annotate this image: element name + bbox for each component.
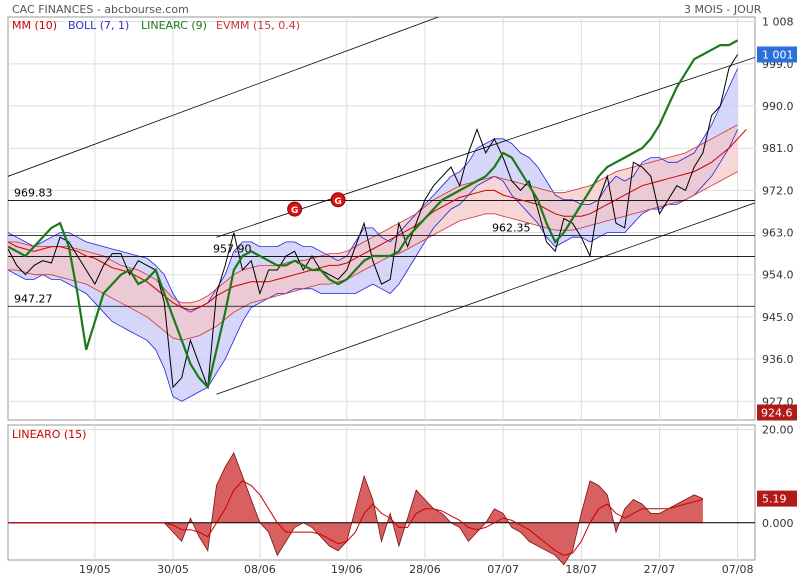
linearc-line [7,39,739,390]
x-tick-label: 07/07 [487,563,519,576]
signal-marker-label: G [291,206,298,216]
y-tick-label: 936.0 [762,353,794,366]
oscillator-title: LINEARO (15) [12,428,87,441]
bollinger-lower-line [7,129,738,402]
source-title: CAC FINANCES - abcbourse.com [12,3,189,16]
y-tick-label: 981.0 [762,142,794,155]
level-label: 962.35 [492,222,531,235]
legend-mm: MM (10) [12,19,58,32]
oscillator-last-label: 5.19 [762,493,787,506]
trend-line [8,17,440,177]
last-price-badge [757,46,797,63]
level-label: 957.90 [213,242,252,255]
x-tick-label: 27/07 [644,563,676,576]
osc-y-tick-label: 20.00 [762,424,794,437]
low-price-badge [757,404,797,421]
osc-y-tick-label: 0.000 [762,517,794,530]
last-price-label: 1 001 [762,48,794,61]
low-price-label: 924.6 [761,407,793,420]
legend-boll: BOLL (7, 1) [68,19,130,32]
trend-line [216,202,755,395]
x-tick-label: 19/05 [79,563,111,576]
bollinger-upper-line [7,68,738,313]
price-line [7,54,739,389]
x-tick-label: 08/06 [244,563,276,576]
period-label: 3 MOIS - JOUR [684,3,762,16]
x-tick-label: 30/05 [157,563,189,576]
level-label: 969.83 [14,187,53,200]
y-tick-label: 972.0 [762,184,794,197]
oscillator-signal-line [8,480,704,556]
signal-marker [330,192,346,208]
legend-linearc: LINEARC (9) [141,19,207,32]
x-tick-label: 28/06 [409,563,441,576]
x-tick-label: 18/07 [565,563,597,576]
y-tick-label: 990.0 [762,100,794,113]
x-tick-label: 19/06 [331,563,363,576]
signal-marker-label: G [334,197,341,207]
y-tick-label: 963.0 [762,227,794,240]
evmm-lower-line [8,171,738,341]
signal-marker [287,201,303,217]
y-tick-label: 954.0 [762,269,794,282]
x-tick-label: 07/08 [722,563,754,576]
y-tick-label: 945.0 [762,311,794,324]
oscillator-last-badge [757,490,797,507]
legend-evmm: EVMM (15, 0.4) [216,19,301,32]
level-label: 947.27 [14,292,53,305]
evmm-upper-line [8,124,738,304]
y-tick-label: 1 008 [762,16,794,29]
